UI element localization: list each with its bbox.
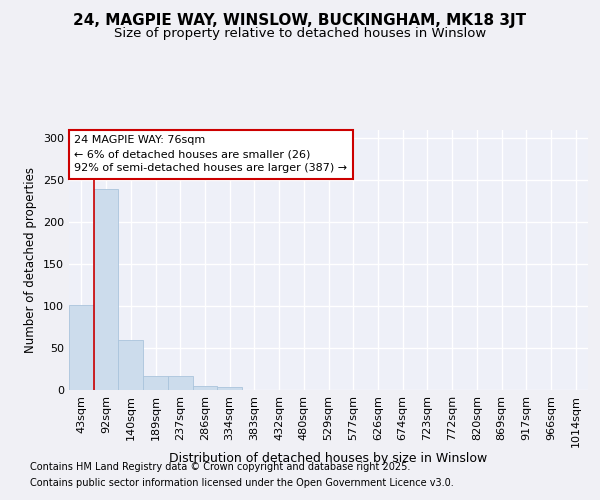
X-axis label: Distribution of detached houses by size in Winslow: Distribution of detached houses by size … bbox=[169, 452, 488, 466]
Text: 24, MAGPIE WAY, WINSLOW, BUCKINGHAM, MK18 3JT: 24, MAGPIE WAY, WINSLOW, BUCKINGHAM, MK1… bbox=[73, 12, 527, 28]
Bar bbox=[118, 340, 143, 390]
Bar bbox=[143, 376, 168, 390]
Text: Size of property relative to detached houses in Winslow: Size of property relative to detached ho… bbox=[114, 28, 486, 40]
Bar bbox=[94, 188, 118, 390]
Y-axis label: Number of detached properties: Number of detached properties bbox=[25, 167, 37, 353]
Text: Contains HM Land Registry data © Crown copyright and database right 2025.: Contains HM Land Registry data © Crown c… bbox=[30, 462, 410, 472]
Text: Contains public sector information licensed under the Open Government Licence v3: Contains public sector information licen… bbox=[30, 478, 454, 488]
Bar bbox=[69, 306, 94, 390]
Bar bbox=[217, 388, 242, 390]
Bar bbox=[168, 376, 193, 390]
Text: 24 MAGPIE WAY: 76sqm
← 6% of detached houses are smaller (26)
92% of semi-detach: 24 MAGPIE WAY: 76sqm ← 6% of detached ho… bbox=[74, 135, 347, 173]
Bar bbox=[193, 386, 217, 390]
